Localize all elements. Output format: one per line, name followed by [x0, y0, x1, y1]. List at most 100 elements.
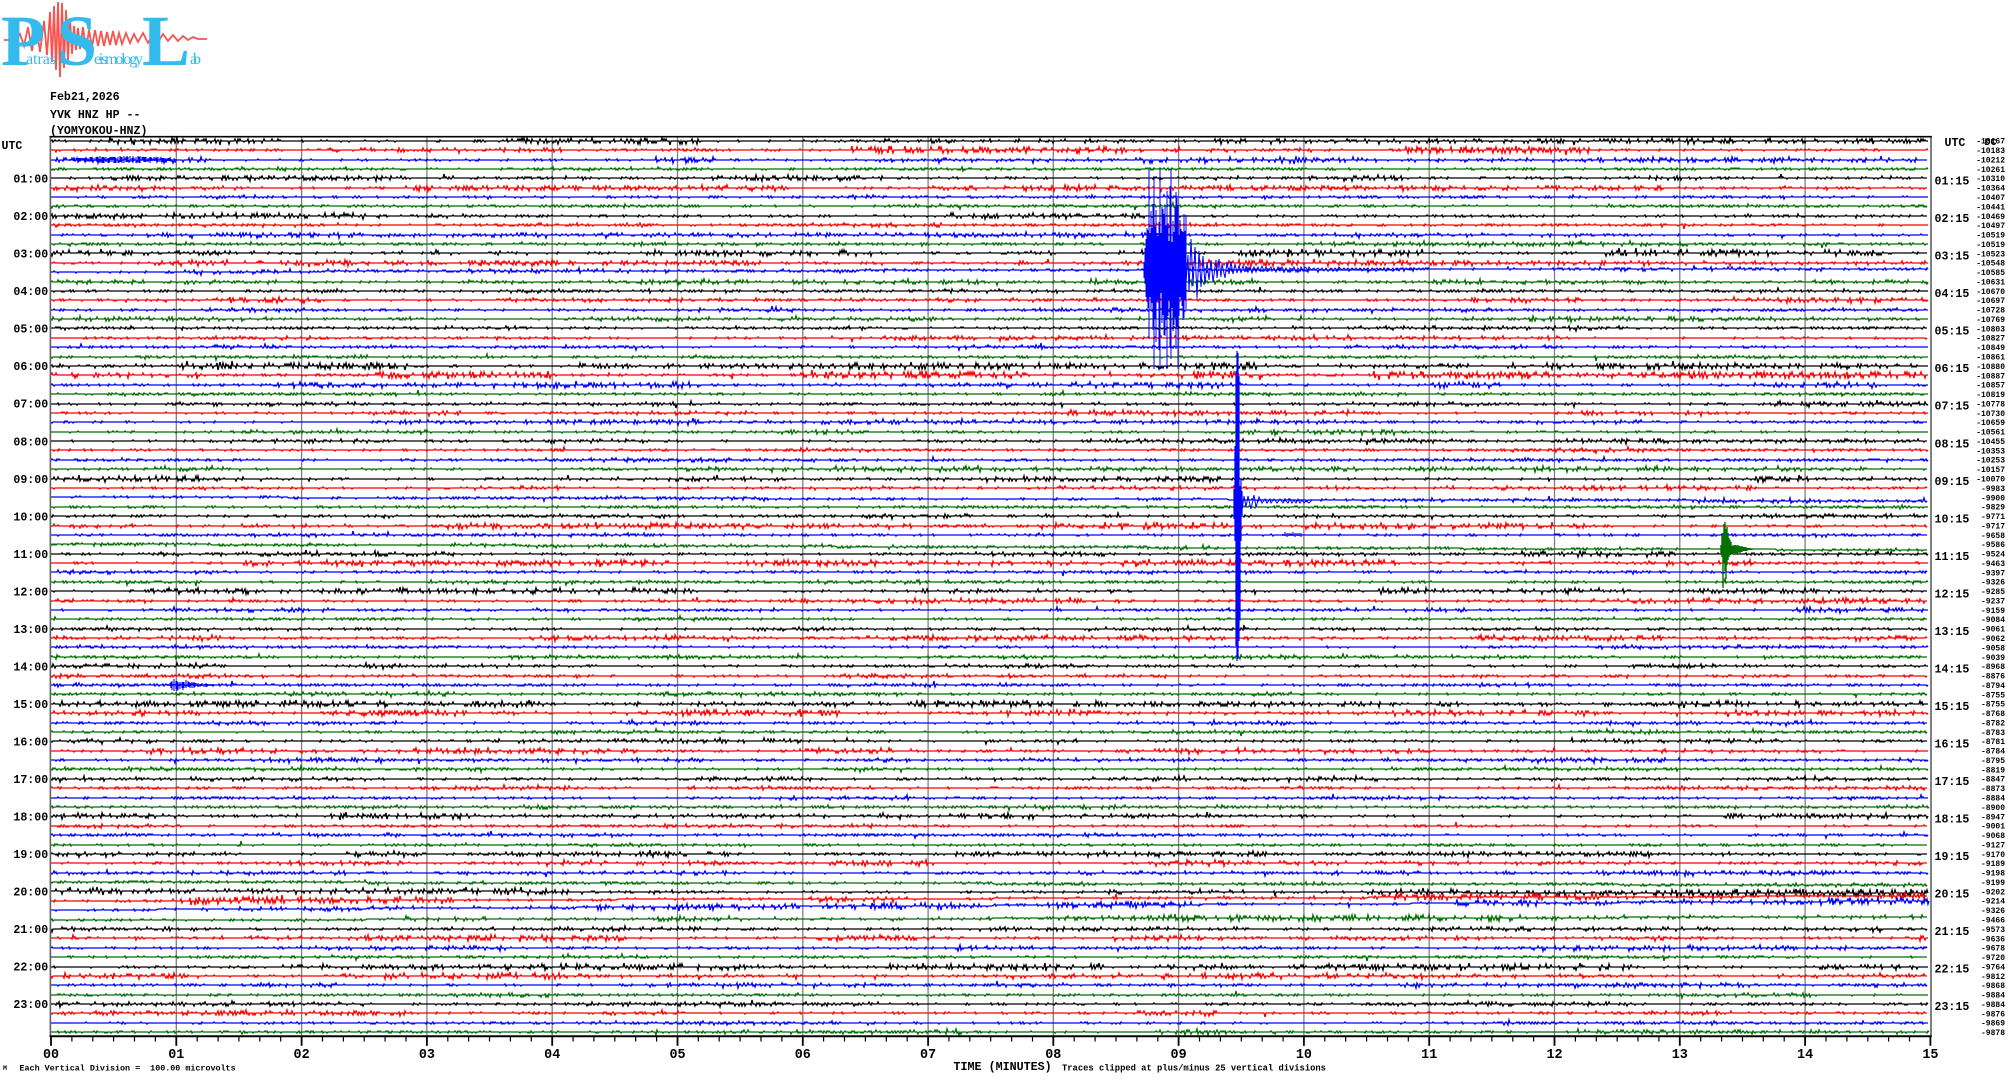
svg-text:atras: atras: [26, 51, 56, 68]
svg-text:18:00: 18:00: [13, 812, 48, 825]
svg-text:22:00: 22:00: [13, 962, 48, 975]
svg-text:-9884: -9884: [1981, 992, 2005, 1001]
svg-text:14:00: 14:00: [13, 661, 48, 674]
svg-text:-8795: -8795: [1981, 757, 2005, 766]
svg-text:04:00: 04:00: [13, 286, 48, 299]
svg-text:-9237: -9237: [1981, 598, 2005, 607]
svg-text:-10183: -10183: [1976, 147, 2005, 156]
svg-text:L: L: [142, 1, 190, 81]
svg-text:-10887: -10887: [1976, 372, 2005, 381]
svg-text:16:15: 16:15: [1935, 739, 1970, 752]
svg-text:-8900: -8900: [1981, 804, 2005, 813]
svg-text:-10670: -10670: [1976, 288, 2005, 297]
svg-text:18:15: 18:15: [1935, 814, 1970, 827]
svg-text:-10364: -10364: [1976, 185, 2005, 194]
svg-text:19:00: 19:00: [13, 849, 48, 862]
svg-text:06:00: 06:00: [13, 361, 48, 374]
svg-text:-8968: -8968: [1981, 663, 2005, 672]
svg-text:-9084: -9084: [1981, 616, 2005, 625]
svg-text:-9214: -9214: [1981, 898, 2005, 907]
svg-text:-10561: -10561: [1976, 429, 2005, 438]
svg-text:-10310: -10310: [1976, 175, 2005, 184]
svg-text:Each Vertical Division = 100.: Each Vertical Division = 100.00 microvol…: [20, 1063, 236, 1073]
svg-text:-9198: -9198: [1981, 870, 2005, 879]
svg-text:02:15: 02:15: [1935, 213, 1970, 226]
svg-text:05:00: 05:00: [13, 324, 48, 337]
svg-text:TIME (MINUTES): TIME (MINUTES): [954, 1060, 1052, 1074]
svg-text:22:15: 22:15: [1935, 964, 1970, 977]
svg-text:-10070: -10070: [1976, 476, 2005, 485]
svg-text:-9189: -9189: [1981, 860, 2005, 869]
svg-text:eismology: eismology: [94, 51, 143, 68]
svg-text:-9900: -9900: [1981, 494, 2005, 503]
svg-text:-8794: -8794: [1981, 682, 2005, 691]
svg-text:09:15: 09:15: [1935, 476, 1970, 489]
svg-text:-9159: -9159: [1981, 607, 2005, 616]
svg-text:-9463: -9463: [1981, 560, 2005, 569]
svg-text:10:00: 10:00: [13, 511, 48, 524]
svg-text:-10728: -10728: [1976, 307, 2005, 316]
svg-text:Traces clipped at plus/minus 2: Traces clipped at plus/minus 25 vertical…: [1062, 1063, 1326, 1073]
svg-text:-10827: -10827: [1976, 335, 2005, 344]
svg-text:13:15: 13:15: [1935, 626, 1970, 639]
svg-text:-9170: -9170: [1981, 851, 2005, 860]
svg-text:-9058: -9058: [1981, 644, 2005, 653]
svg-text:UTC: UTC: [1945, 137, 1966, 150]
svg-text:-10167: -10167: [1976, 138, 2005, 147]
svg-text:-10353: -10353: [1976, 447, 2005, 456]
svg-text:08: 08: [1045, 1048, 1061, 1063]
svg-text:04:15: 04:15: [1935, 288, 1970, 301]
svg-text:YVK HNZ HP --: YVK HNZ HP --: [50, 109, 140, 122]
svg-text:-10519: -10519: [1976, 241, 2005, 250]
svg-text:-10253: -10253: [1976, 457, 2005, 466]
svg-text:-9326: -9326: [1981, 579, 2005, 588]
svg-text:-9876: -9876: [1981, 1010, 2005, 1019]
svg-text:-8768: -8768: [1981, 710, 2005, 719]
svg-text:-10585: -10585: [1976, 269, 2005, 278]
svg-text:12:15: 12:15: [1935, 588, 1970, 601]
svg-text:-8876: -8876: [1981, 673, 2005, 682]
svg-text:-10880: -10880: [1976, 363, 2005, 372]
svg-text:01:15: 01:15: [1935, 176, 1970, 189]
svg-text:-10849: -10849: [1976, 344, 2005, 353]
svg-text:-9868: -9868: [1981, 982, 2005, 991]
svg-text:11:00: 11:00: [13, 549, 48, 562]
svg-text:10:15: 10:15: [1935, 513, 1970, 526]
svg-text:-8755: -8755: [1981, 701, 2005, 710]
svg-text:01:00: 01:00: [13, 174, 48, 187]
svg-text:-9869: -9869: [1981, 1020, 2005, 1029]
svg-text:-10861: -10861: [1976, 354, 2005, 363]
svg-text:13: 13: [1672, 1048, 1688, 1063]
svg-text:13:00: 13:00: [13, 624, 48, 637]
svg-text:-9812: -9812: [1981, 973, 2005, 982]
svg-text:12:00: 12:00: [13, 586, 48, 599]
svg-text:06:15: 06:15: [1935, 363, 1970, 376]
svg-text:14:15: 14:15: [1935, 663, 1970, 676]
svg-text:00: 00: [43, 1048, 59, 1063]
svg-text:-10697: -10697: [1976, 297, 2005, 306]
svg-text:-8947: -8947: [1981, 813, 2005, 822]
svg-text:-9771: -9771: [1981, 513, 2005, 522]
svg-text:P: P: [1, 1, 45, 81]
svg-text:ab: ab: [190, 51, 201, 68]
svg-text:-9586: -9586: [1981, 541, 2005, 550]
svg-text:02:00: 02:00: [13, 211, 48, 224]
svg-text:-10261: -10261: [1976, 166, 2005, 175]
svg-text:DC: DC: [1985, 138, 1997, 149]
svg-text:23:15: 23:15: [1935, 1001, 1970, 1014]
svg-text:-9658: -9658: [1981, 532, 2005, 541]
svg-text:12: 12: [1546, 1048, 1562, 1063]
svg-text:-9764: -9764: [1981, 963, 2005, 972]
svg-text:11:15: 11:15: [1935, 551, 1970, 564]
svg-text:03:15: 03:15: [1935, 251, 1970, 264]
svg-text:21:15: 21:15: [1935, 926, 1970, 939]
svg-text:-8782: -8782: [1981, 719, 2005, 728]
svg-text:02: 02: [294, 1048, 310, 1063]
svg-text:04: 04: [544, 1048, 560, 1063]
svg-text:03: 03: [419, 1048, 435, 1063]
svg-text:08:15: 08:15: [1935, 438, 1970, 451]
svg-text:-10769: -10769: [1976, 316, 2005, 325]
svg-text:S: S: [57, 1, 97, 81]
svg-text:-9573: -9573: [1981, 926, 2005, 935]
svg-text:15:15: 15:15: [1935, 701, 1970, 714]
